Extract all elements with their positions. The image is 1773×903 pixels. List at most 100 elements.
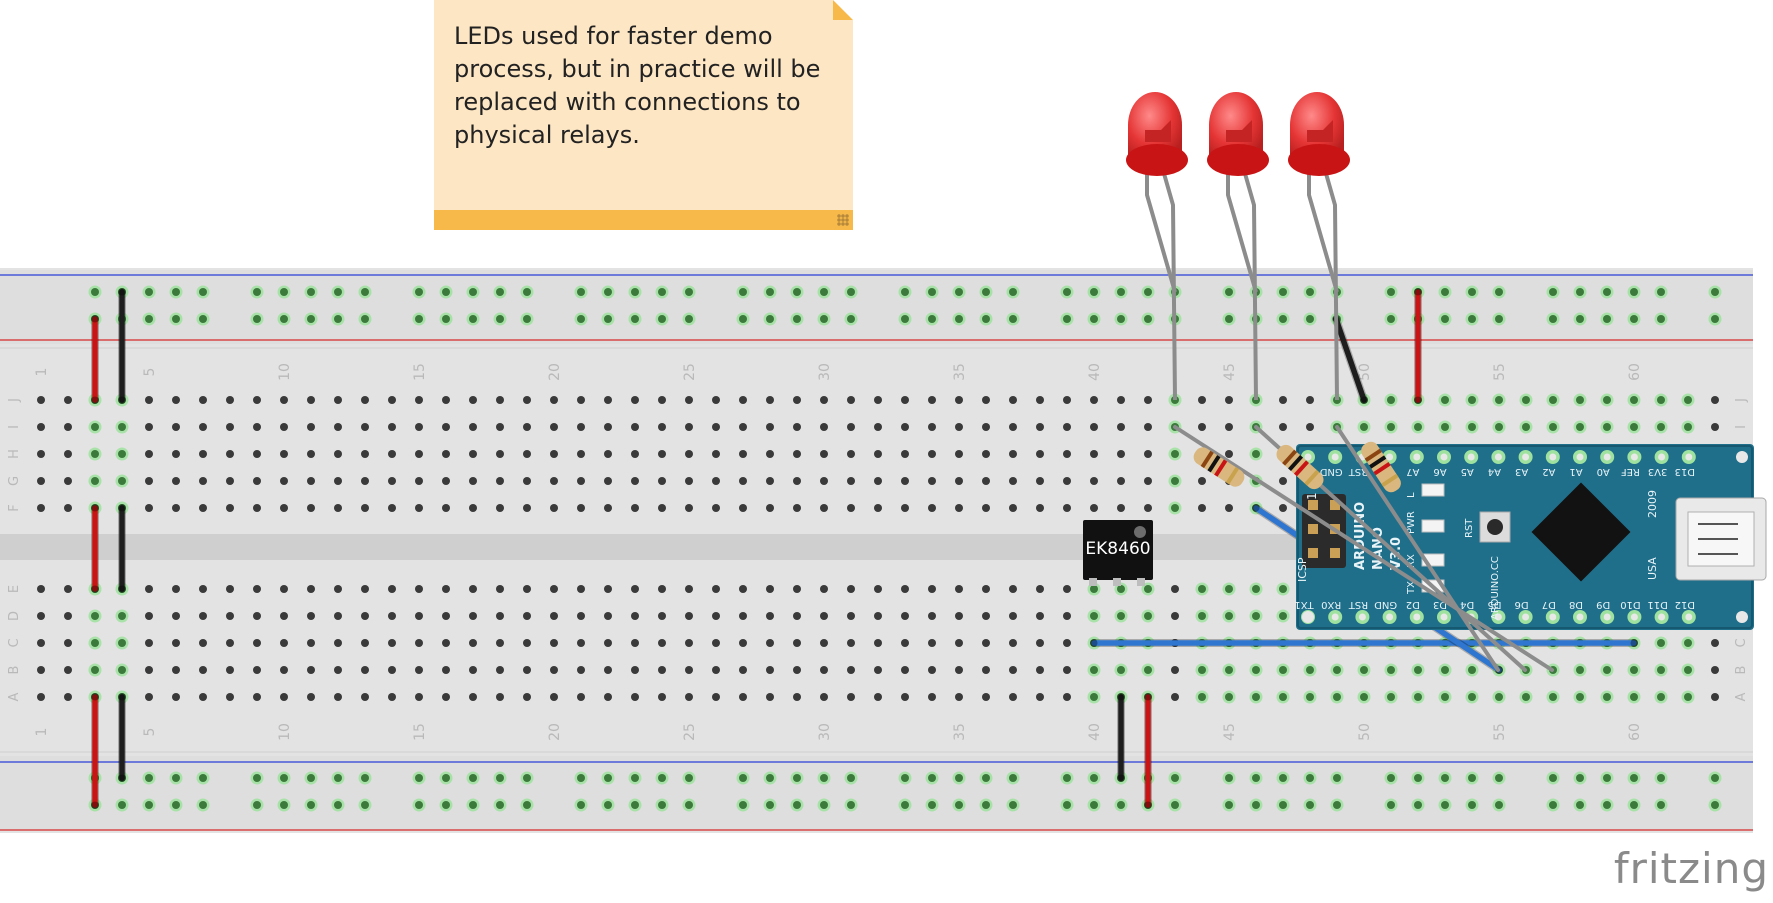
breadboard-hole[interactable] bbox=[874, 450, 882, 458]
rail-hole[interactable] bbox=[658, 315, 666, 323]
rail-hole[interactable] bbox=[1117, 288, 1125, 296]
breadboard-hole[interactable] bbox=[172, 450, 180, 458]
breadboard-hole[interactable] bbox=[1360, 693, 1368, 701]
breadboard-hole[interactable] bbox=[1198, 423, 1206, 431]
rail-hole[interactable] bbox=[307, 288, 315, 296]
breadboard-hole[interactable] bbox=[955, 693, 963, 701]
breadboard-hole[interactable] bbox=[928, 612, 936, 620]
breadboard-hole[interactable] bbox=[847, 504, 855, 512]
rail-hole[interactable] bbox=[1279, 315, 1287, 323]
breadboard-hole[interactable] bbox=[415, 666, 423, 674]
breadboard-hole[interactable] bbox=[307, 666, 315, 674]
breadboard-hole[interactable] bbox=[685, 693, 693, 701]
breadboard-hole[interactable] bbox=[793, 396, 801, 404]
breadboard-hole[interactable] bbox=[1036, 396, 1044, 404]
breadboard-hole[interactable] bbox=[550, 396, 558, 404]
breadboard-hole[interactable] bbox=[901, 585, 909, 593]
breadboard-hole[interactable] bbox=[145, 504, 153, 512]
breadboard-hole[interactable] bbox=[37, 612, 45, 620]
rail-hole[interactable] bbox=[145, 315, 153, 323]
breadboard-hole[interactable] bbox=[982, 612, 990, 620]
breadboard-hole[interactable] bbox=[334, 612, 342, 620]
breadboard-hole[interactable] bbox=[91, 423, 99, 431]
rail-hole[interactable] bbox=[685, 801, 693, 809]
breadboard-hole[interactable] bbox=[199, 666, 207, 674]
rail-hole[interactable] bbox=[1090, 774, 1098, 782]
rail-hole[interactable] bbox=[604, 801, 612, 809]
breadboard-hole[interactable] bbox=[901, 612, 909, 620]
rail-hole[interactable] bbox=[1225, 774, 1233, 782]
breadboard-hole[interactable] bbox=[982, 585, 990, 593]
breadboard-hole[interactable] bbox=[1117, 396, 1125, 404]
breadboard-hole[interactable] bbox=[1171, 585, 1179, 593]
breadboard-hole[interactable] bbox=[739, 477, 747, 485]
breadboard-hole[interactable] bbox=[172, 612, 180, 620]
rail-hole[interactable] bbox=[199, 315, 207, 323]
breadboard-hole[interactable] bbox=[793, 693, 801, 701]
breadboard-hole[interactable] bbox=[658, 693, 666, 701]
breadboard-hole[interactable] bbox=[1468, 396, 1476, 404]
rail-hole[interactable] bbox=[1549, 774, 1557, 782]
breadboard-hole[interactable] bbox=[631, 585, 639, 593]
breadboard-hole[interactable] bbox=[1198, 666, 1206, 674]
breadboard-hole[interactable] bbox=[469, 666, 477, 674]
breadboard-hole[interactable] bbox=[739, 639, 747, 647]
breadboard-hole[interactable] bbox=[1468, 693, 1476, 701]
breadboard-hole[interactable] bbox=[199, 693, 207, 701]
breadboard-hole[interactable] bbox=[1306, 396, 1314, 404]
breadboard-hole[interactable] bbox=[388, 450, 396, 458]
breadboard-hole[interactable] bbox=[1225, 666, 1233, 674]
rail-hole[interactable] bbox=[334, 315, 342, 323]
breadboard-hole[interactable] bbox=[928, 477, 936, 485]
rail-hole[interactable] bbox=[118, 801, 126, 809]
breadboard-hole[interactable] bbox=[928, 639, 936, 647]
breadboard-hole[interactable] bbox=[361, 585, 369, 593]
breadboard-hole[interactable] bbox=[523, 423, 531, 431]
breadboard-hole[interactable] bbox=[388, 423, 396, 431]
breadboard-hole[interactable] bbox=[199, 396, 207, 404]
breadboard-hole[interactable] bbox=[766, 477, 774, 485]
breadboard-hole[interactable] bbox=[523, 450, 531, 458]
breadboard-hole[interactable] bbox=[982, 639, 990, 647]
breadboard-hole[interactable] bbox=[928, 504, 936, 512]
rail-hole[interactable] bbox=[199, 801, 207, 809]
rail-hole[interactable] bbox=[1333, 774, 1341, 782]
rail-hole[interactable] bbox=[172, 801, 180, 809]
rail-hole[interactable] bbox=[523, 288, 531, 296]
breadboard-hole[interactable] bbox=[712, 585, 720, 593]
arduino-nano-board[interactable] bbox=[1296, 444, 1754, 630]
rail-hole[interactable] bbox=[523, 801, 531, 809]
breadboard-hole[interactable] bbox=[658, 612, 666, 620]
breadboard-hole[interactable] bbox=[604, 693, 612, 701]
breadboard-hole[interactable] bbox=[1387, 423, 1395, 431]
breadboard-hole[interactable] bbox=[469, 612, 477, 620]
breadboard-hole[interactable] bbox=[1009, 504, 1017, 512]
breadboard-hole[interactable] bbox=[1090, 666, 1098, 674]
reset-button-cap[interactable] bbox=[1487, 519, 1503, 535]
breadboard-hole[interactable] bbox=[523, 639, 531, 647]
breadboard-hole[interactable] bbox=[1225, 450, 1233, 458]
breadboard-hole[interactable] bbox=[604, 504, 612, 512]
breadboard-hole[interactable] bbox=[658, 666, 666, 674]
breadboard-hole[interactable] bbox=[955, 450, 963, 458]
breadboard-hole[interactable] bbox=[280, 639, 288, 647]
breadboard-hole[interactable] bbox=[1279, 423, 1287, 431]
breadboard-hole[interactable] bbox=[901, 504, 909, 512]
rail-hole[interactable] bbox=[145, 801, 153, 809]
breadboard-hole[interactable] bbox=[577, 639, 585, 647]
breadboard-hole[interactable] bbox=[64, 504, 72, 512]
breadboard-hole[interactable] bbox=[226, 396, 234, 404]
breadboard-hole[interactable] bbox=[361, 639, 369, 647]
breadboard-hole[interactable] bbox=[874, 504, 882, 512]
rail-hole[interactable] bbox=[658, 774, 666, 782]
breadboard-hole[interactable] bbox=[442, 585, 450, 593]
breadboard-hole[interactable] bbox=[712, 450, 720, 458]
breadboard-hole[interactable] bbox=[1684, 423, 1692, 431]
rail-hole[interactable] bbox=[1495, 801, 1503, 809]
rail-hole[interactable] bbox=[172, 774, 180, 782]
rail-hole[interactable] bbox=[1009, 801, 1017, 809]
breadboard-hole[interactable] bbox=[1009, 639, 1017, 647]
breadboard-hole[interactable] bbox=[1657, 666, 1665, 674]
breadboard-hole[interactable] bbox=[442, 396, 450, 404]
breadboard-hole[interactable] bbox=[442, 612, 450, 620]
